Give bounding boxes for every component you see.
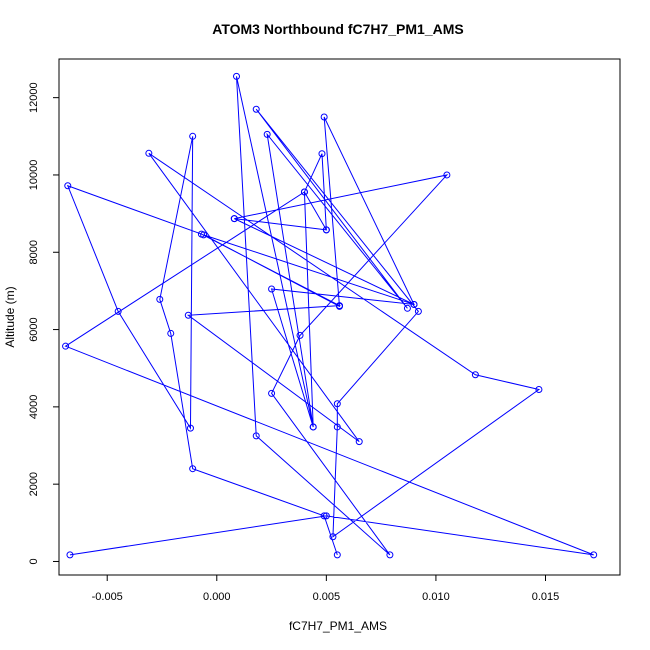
data-point — [590, 551, 598, 559]
x-tick-label: 0.000 — [203, 591, 231, 603]
y-axis: 0 2000 4000 6000 8000 10000 12000 — [28, 82, 60, 565]
data-point — [336, 302, 343, 310]
x-tick-label: 0.010 — [422, 591, 450, 603]
data-point — [189, 465, 197, 473]
data-point — [62, 342, 70, 350]
data-point — [443, 171, 451, 179]
data-point — [471, 371, 479, 379]
x-tick-label: -0.005 — [92, 591, 123, 603]
data-point — [64, 182, 72, 190]
data-point — [156, 295, 164, 303]
data-point — [145, 149, 153, 157]
data-point — [186, 424, 194, 432]
data-point — [296, 331, 304, 339]
data-point — [309, 423, 317, 431]
y-tick-label: 12000 — [28, 82, 40, 113]
y-axis-label: Altitude (m) — [3, 286, 17, 347]
data-point — [167, 329, 175, 337]
data-point — [333, 423, 341, 431]
x-axis-label: fC7H7_PM1_AMS — [289, 619, 387, 633]
series-lines — [64, 76, 594, 556]
data-point — [386, 551, 394, 559]
data-point — [410, 300, 418, 308]
data-point — [300, 188, 308, 196]
data-point — [184, 311, 192, 319]
series-line — [64, 76, 594, 556]
data-point — [403, 304, 411, 312]
data-point — [252, 105, 260, 113]
data-point — [355, 438, 363, 446]
data-point — [268, 285, 276, 293]
series-points — [62, 72, 598, 559]
data-point — [322, 512, 330, 520]
data-point — [333, 400, 341, 408]
data-point — [414, 307, 422, 315]
data-point — [189, 132, 197, 140]
x-axis: -0.005 0.000 0.005 0.010 0.015 — [92, 574, 560, 603]
data-point — [320, 113, 328, 121]
data-point — [333, 551, 341, 559]
chart-title: ATOM3 Northbound fC7H7_PM1_AMS — [212, 21, 464, 37]
y-tick-label: 10000 — [28, 160, 40, 191]
data-point — [263, 130, 271, 138]
x-tick-label: 0.015 — [532, 591, 560, 603]
data-point — [233, 72, 240, 80]
y-tick-label: 6000 — [28, 317, 40, 341]
y-tick-label: 4000 — [28, 395, 40, 419]
data-point — [252, 432, 260, 440]
data-point — [230, 215, 238, 223]
data-point — [322, 226, 330, 234]
data-point — [66, 551, 74, 559]
x-tick-label: 0.005 — [313, 591, 341, 603]
y-tick-label: 2000 — [28, 472, 40, 496]
data-point — [318, 150, 326, 158]
data-point — [535, 385, 543, 393]
data-point — [114, 307, 122, 315]
y-tick-label: 0 — [28, 558, 40, 564]
data-point — [320, 512, 328, 520]
data-point — [200, 231, 208, 239]
plot-frame — [58, 58, 621, 576]
data-point — [268, 389, 276, 397]
y-tick-label: 8000 — [28, 240, 40, 264]
data-point — [329, 533, 337, 541]
